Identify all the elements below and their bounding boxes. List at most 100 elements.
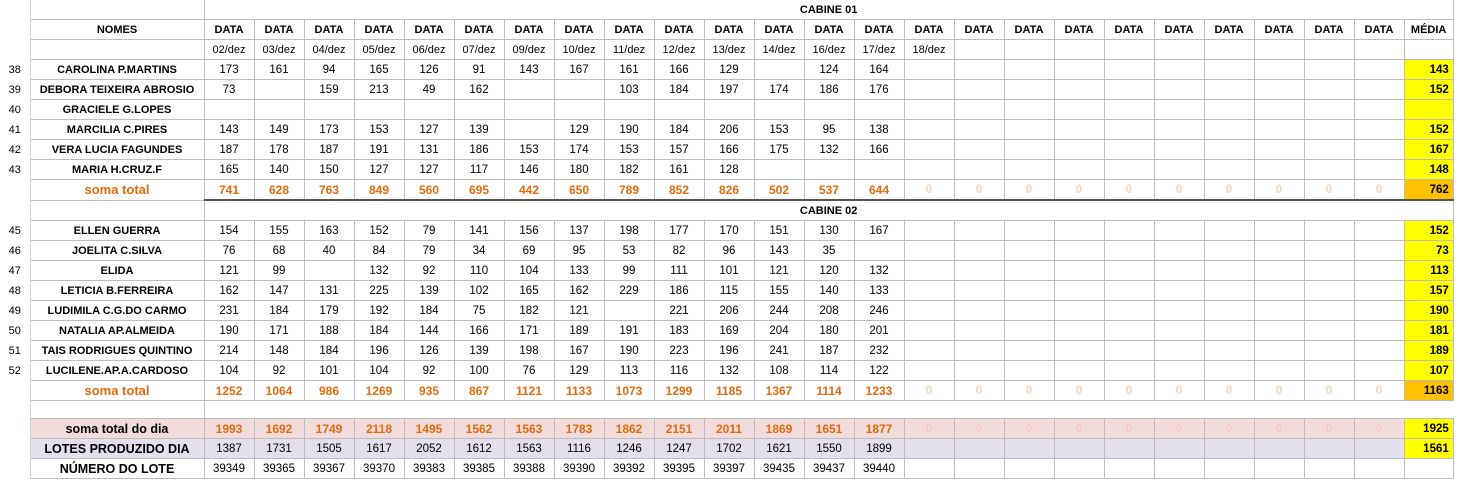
value-cell[interactable]: 120 bbox=[804, 260, 855, 281]
lotes-value[interactable]: 1621 bbox=[754, 438, 805, 459]
value-cell[interactable]: 40 bbox=[304, 240, 355, 261]
soma-value[interactable]: 442 bbox=[504, 179, 555, 201]
value-cell[interactable] bbox=[304, 99, 355, 120]
value-cell[interactable] bbox=[1154, 79, 1205, 100]
lotes-value[interactable]: 1899 bbox=[854, 438, 905, 459]
value-cell[interactable]: 161 bbox=[654, 159, 705, 180]
value-cell[interactable] bbox=[904, 79, 955, 100]
soma-value[interactable]: 826 bbox=[704, 179, 755, 201]
value-cell[interactable]: 143 bbox=[754, 240, 805, 261]
soma-value[interactable]: 1367 bbox=[754, 380, 805, 401]
value-cell[interactable]: 140 bbox=[804, 280, 855, 301]
value-cell[interactable] bbox=[1304, 99, 1355, 120]
value-cell[interactable]: 76 bbox=[204, 240, 255, 261]
value-cell[interactable] bbox=[1054, 220, 1105, 241]
value-cell[interactable]: 141 bbox=[454, 220, 505, 241]
media-cell[interactable] bbox=[1404, 99, 1454, 120]
value-cell[interactable]: 117 bbox=[454, 159, 505, 180]
value-cell[interactable]: 124 bbox=[804, 59, 855, 80]
soma-zero[interactable]: 0 bbox=[1154, 380, 1205, 401]
numero-lote-value[interactable]: 39388 bbox=[504, 458, 555, 479]
operator-name[interactable]: LUDIMILA C.G.DO CARMO bbox=[30, 300, 205, 321]
value-cell[interactable]: 166 bbox=[704, 139, 755, 160]
value-cell[interactable]: 95 bbox=[554, 240, 605, 261]
value-cell[interactable] bbox=[954, 240, 1005, 261]
numero-lote-value[interactable]: 39349 bbox=[204, 458, 255, 479]
lotes-value[interactable] bbox=[1104, 438, 1155, 459]
date-cell[interactable]: 06/dez bbox=[404, 39, 455, 60]
lotes-value[interactable]: 1246 bbox=[604, 438, 655, 459]
soma-zero[interactable]: 0 bbox=[1054, 179, 1105, 201]
lotes-value[interactable] bbox=[1354, 438, 1405, 459]
value-cell[interactable] bbox=[954, 99, 1005, 120]
value-cell[interactable]: 180 bbox=[554, 159, 605, 180]
numero-lote-value[interactable] bbox=[1104, 458, 1155, 479]
value-cell[interactable] bbox=[1354, 119, 1405, 140]
value-cell[interactable] bbox=[1204, 320, 1255, 341]
soma-value[interactable]: 1114 bbox=[804, 380, 855, 401]
soma-dia-value[interactable]: 1692 bbox=[254, 418, 305, 439]
value-cell[interactable] bbox=[954, 300, 1005, 321]
date-cell[interactable]: 04/dez bbox=[304, 39, 355, 60]
value-cell[interactable]: 159 bbox=[304, 79, 355, 100]
date-cell[interactable]: 14/dez bbox=[754, 39, 805, 60]
value-cell[interactable]: 229 bbox=[604, 280, 655, 301]
value-cell[interactable]: 173 bbox=[304, 119, 355, 140]
value-cell[interactable]: 206 bbox=[704, 300, 755, 321]
value-cell[interactable] bbox=[1204, 340, 1255, 361]
value-cell[interactable]: 151 bbox=[754, 220, 805, 241]
value-cell[interactable]: 34 bbox=[454, 240, 505, 261]
value-cell[interactable] bbox=[1004, 320, 1055, 341]
value-cell[interactable] bbox=[1004, 220, 1055, 241]
value-cell[interactable] bbox=[1254, 260, 1305, 281]
value-cell[interactable] bbox=[254, 99, 305, 120]
numero-lote-value[interactable] bbox=[1354, 458, 1405, 479]
soma-dia-value[interactable]: 1495 bbox=[404, 418, 455, 439]
value-cell[interactable]: 82 bbox=[654, 240, 705, 261]
value-cell[interactable] bbox=[954, 260, 1005, 281]
numero-lote-value[interactable] bbox=[1004, 458, 1055, 479]
soma-value[interactable]: 849 bbox=[354, 179, 405, 201]
lotes-value[interactable] bbox=[1254, 438, 1305, 459]
value-cell[interactable]: 148 bbox=[254, 340, 305, 361]
value-cell[interactable]: 198 bbox=[504, 340, 555, 361]
value-cell[interactable]: 208 bbox=[804, 300, 855, 321]
soma-zero[interactable]: 0 bbox=[1204, 380, 1255, 401]
value-cell[interactable]: 167 bbox=[554, 340, 605, 361]
soma-value[interactable]: 1133 bbox=[554, 380, 605, 401]
operator-name[interactable]: MARCILIA C.PIRES bbox=[30, 119, 205, 140]
numero-lote-value[interactable]: 39392 bbox=[604, 458, 655, 479]
value-cell[interactable]: 127 bbox=[404, 159, 455, 180]
value-cell[interactable]: 75 bbox=[454, 300, 505, 321]
soma-dia-value[interactable]: 2151 bbox=[654, 418, 705, 439]
soma-value[interactable]: 695 bbox=[454, 179, 505, 201]
value-cell[interactable]: 104 bbox=[204, 360, 255, 381]
soma-dia-zero[interactable]: 0 bbox=[1354, 418, 1405, 439]
media-cell[interactable]: 190 bbox=[1404, 300, 1454, 321]
numero-lote-value[interactable]: 39390 bbox=[554, 458, 605, 479]
value-cell[interactable] bbox=[904, 139, 955, 160]
value-cell[interactable]: 154 bbox=[204, 220, 255, 241]
value-cell[interactable]: 79 bbox=[404, 220, 455, 241]
value-cell[interactable] bbox=[904, 360, 955, 381]
value-cell[interactable] bbox=[1104, 260, 1155, 281]
media-cell[interactable]: 113 bbox=[1404, 260, 1454, 281]
cell[interactable] bbox=[204, 400, 1454, 419]
value-cell[interactable]: 206 bbox=[704, 119, 755, 140]
value-cell[interactable] bbox=[1254, 159, 1305, 180]
soma-value[interactable]: 763 bbox=[304, 179, 355, 201]
value-cell[interactable]: 100 bbox=[454, 360, 505, 381]
lotes-value[interactable]: 1563 bbox=[504, 438, 555, 459]
value-cell[interactable]: 187 bbox=[204, 139, 255, 160]
soma-dia-value[interactable]: 1563 bbox=[504, 418, 555, 439]
value-cell[interactable]: 133 bbox=[554, 260, 605, 281]
media-cell[interactable]: 73 bbox=[1404, 240, 1454, 261]
value-cell[interactable] bbox=[1254, 300, 1305, 321]
operator-name[interactable]: VERA LUCIA FAGUNDES bbox=[30, 139, 205, 160]
soma-value[interactable]: 741 bbox=[204, 179, 255, 201]
value-cell[interactable]: 110 bbox=[454, 260, 505, 281]
operator-name[interactable]: DEBORA TEIXEIRA ABROSIO bbox=[30, 79, 205, 100]
value-cell[interactable] bbox=[1254, 79, 1305, 100]
soma-value[interactable]: 1064 bbox=[254, 380, 305, 401]
value-cell[interactable] bbox=[1304, 300, 1355, 321]
